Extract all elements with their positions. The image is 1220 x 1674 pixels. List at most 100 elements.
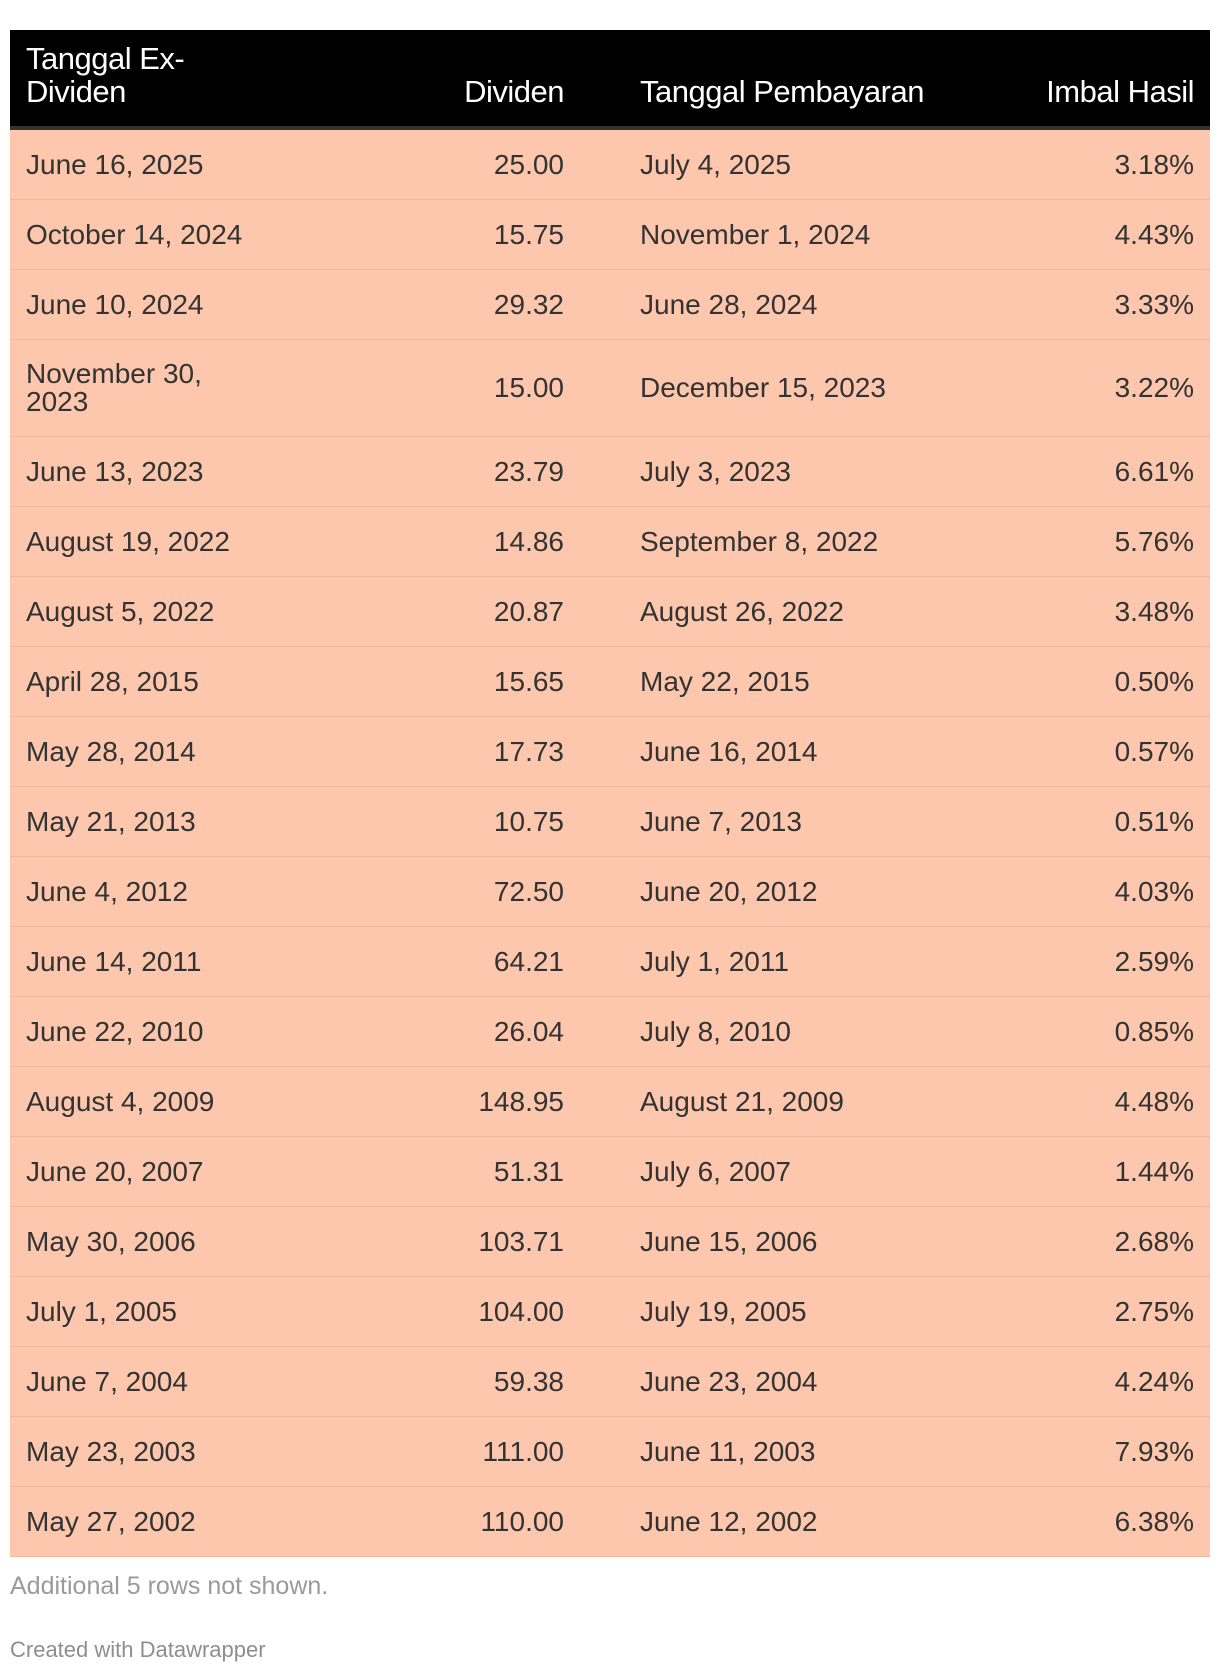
yield-cell: 4.03%	[990, 856, 1210, 927]
yield-cell: 4.43%	[990, 199, 1210, 270]
dividend-cell: 15.00	[420, 339, 580, 437]
ex-dividend-date-text: May 23, 2003	[26, 1435, 196, 1467]
table-row: June 22, 2010 26.04 July 8, 2010 0.85%	[10, 996, 1210, 1067]
yield-cell: 4.48%	[990, 1066, 1210, 1137]
ex-dividend-date-cell: June 7, 2004	[10, 1346, 420, 1417]
table-row: June 7, 2004 59.38 June 23, 2004 4.24%	[10, 1346, 1210, 1417]
ex-dividend-date-cell: June 22, 2010	[10, 996, 420, 1067]
ex-dividend-date-text: May 27, 2002	[26, 1505, 196, 1537]
header-ex-dividend-date-label: Tanggal Ex-Dividen	[26, 41, 185, 109]
dividend-cell: 14.86	[420, 506, 580, 577]
ex-dividend-date-text: October 14, 2024	[26, 218, 243, 250]
dividend-cell: 20.87	[420, 576, 580, 647]
header-payment-date-label: Tanggal Pembayaran	[640, 74, 924, 109]
dividend-cell: 26.04	[420, 996, 580, 1067]
header-yield-label: Imbal Hasil	[1046, 74, 1194, 109]
yield-cell: 6.38%	[990, 1486, 1210, 1557]
payment-date-cell: July 4, 2025	[580, 128, 990, 200]
payment-date-cell: July 8, 2010	[580, 996, 990, 1067]
dividend-cell: 10.75	[420, 786, 580, 857]
ex-dividend-date-cell: May 23, 2003	[10, 1416, 420, 1487]
ex-dividend-date-cell: May 28, 2014	[10, 716, 420, 787]
dividend-cell: 111.00	[420, 1416, 580, 1487]
ex-dividend-date-text: August 4, 2009	[26, 1085, 215, 1117]
ex-dividend-date-cell: June 10, 2024	[10, 269, 420, 340]
ex-dividend-date-text: November 30, 2023	[26, 358, 202, 417]
ex-dividend-date-text: August 19, 2022	[26, 525, 230, 557]
payment-date-cell: August 21, 2009	[580, 1066, 990, 1137]
ex-dividend-date-cell: August 5, 2022	[10, 576, 420, 647]
table-row: June 14, 2011 64.21 July 1, 2011 2.59%	[10, 926, 1210, 997]
table-row: May 28, 2014 17.73 June 16, 2014 0.57%	[10, 716, 1210, 787]
table-row: June 20, 2007 51.31 July 6, 2007 1.44%	[10, 1136, 1210, 1207]
dividend-cell: 103.71	[420, 1206, 580, 1277]
payment-date-cell: June 20, 2012	[580, 856, 990, 927]
header-ex-dividend-date[interactable]: Tanggal Ex-Dividen	[10, 30, 420, 130]
ex-dividend-date-cell: November 30, 2023	[10, 339, 420, 437]
yield-cell: 7.93%	[990, 1416, 1210, 1487]
payment-date-cell: July 19, 2005	[580, 1276, 990, 1347]
yield-cell: 4.24%	[990, 1346, 1210, 1417]
table-row: November 30, 2023 15.00 December 15, 2023 3…	[10, 339, 1210, 437]
table-row: June 13, 2023 23.79 July 3, 2023 6.61%	[10, 436, 1210, 507]
dividend-cell: 15.65	[420, 646, 580, 717]
dividend-table-container: Tanggal Ex-Dividen Dividen Tanggal Pemba…	[10, 30, 1210, 1557]
ex-dividend-date-text: June 22, 2010	[26, 1015, 204, 1047]
payment-date-cell: August 26, 2022	[580, 576, 990, 647]
table-row: October 14, 2024 15.75 November 1, 2024 4.4…	[10, 199, 1210, 270]
ex-dividend-date-cell: August 19, 2022	[10, 506, 420, 577]
yield-cell: 0.57%	[990, 716, 1210, 787]
ex-dividend-date-text: June 10, 2024	[26, 288, 204, 320]
yield-cell: 6.61%	[990, 436, 1210, 507]
dividend-cell: 51.31	[420, 1136, 580, 1207]
ex-dividend-date-cell: June 4, 2012	[10, 856, 420, 927]
ex-dividend-date-cell: April 28, 2015	[10, 646, 420, 717]
ex-dividend-date-cell: June 16, 2025	[10, 128, 420, 200]
table-row: June 4, 2012 72.50 June 20, 2012 4.03%	[10, 856, 1210, 927]
yield-cell: 0.51%	[990, 786, 1210, 857]
payment-date-cell: July 3, 2023	[580, 436, 990, 507]
dividend-table: Tanggal Ex-Dividen Dividen Tanggal Pemba…	[10, 30, 1210, 1557]
ex-dividend-date-text: June 20, 2007	[26, 1155, 204, 1187]
table-body: June 16, 2025 25.00 July 4, 2025 3.18% Octob…	[10, 128, 1210, 1557]
yield-cell: 2.68%	[990, 1206, 1210, 1277]
table-row: July 1, 2005 104.00 July 19, 2005 2.75%	[10, 1276, 1210, 1347]
ex-dividend-date-cell: August 4, 2009	[10, 1066, 420, 1137]
payment-date-cell: May 22, 2015	[580, 646, 990, 717]
header-yield[interactable]: Imbal Hasil	[990, 30, 1210, 130]
yield-cell: 3.33%	[990, 269, 1210, 340]
payment-date-cell: December 15, 2023	[580, 339, 990, 437]
payment-date-cell: June 11, 2003	[580, 1416, 990, 1487]
ex-dividend-date-text: June 16, 2025	[26, 148, 204, 180]
payment-date-cell: July 6, 2007	[580, 1136, 990, 1207]
ex-dividend-date-text: May 30, 2006	[26, 1225, 196, 1257]
payment-date-cell: June 15, 2006	[580, 1206, 990, 1277]
dividend-cell: 110.00	[420, 1486, 580, 1557]
dividend-cell: 72.50	[420, 856, 580, 927]
ex-dividend-date-cell: July 1, 2005	[10, 1276, 420, 1347]
table-row: June 16, 2025 25.00 July 4, 2025 3.18%	[10, 128, 1210, 200]
ex-dividend-date-text: June 7, 2004	[26, 1365, 188, 1397]
ex-dividend-date-cell: May 27, 2002	[10, 1486, 420, 1557]
ex-dividend-date-cell: June 20, 2007	[10, 1136, 420, 1207]
header-payment-date[interactable]: Tanggal Pembayaran	[580, 30, 990, 130]
dividend-cell: 148.95	[420, 1066, 580, 1137]
header-dividend[interactable]: Dividen	[420, 30, 580, 130]
payment-date-cell: June 16, 2014	[580, 716, 990, 787]
ex-dividend-date-text: July 1, 2005	[26, 1295, 177, 1327]
dividend-cell: 64.21	[420, 926, 580, 997]
dividend-cell: 29.32	[420, 269, 580, 340]
payment-date-cell: June 28, 2024	[580, 269, 990, 340]
datawrapper-credit: Created with Datawrapper	[10, 1637, 266, 1662]
ex-dividend-date-text: May 21, 2013	[26, 805, 196, 837]
table-row: August 4, 2009 148.95 August 21, 2009 4.48%	[10, 1066, 1210, 1137]
ex-dividend-date-text: June 14, 2011	[26, 945, 202, 977]
ex-dividend-date-cell: June 13, 2023	[10, 436, 420, 507]
payment-date-cell: June 23, 2004	[580, 1346, 990, 1417]
table-row: May 21, 2013 10.75 June 7, 2013 0.51%	[10, 786, 1210, 857]
yield-cell: 0.50%	[990, 646, 1210, 717]
ex-dividend-date-cell: May 30, 2006	[10, 1206, 420, 1277]
payment-date-cell: June 7, 2013	[580, 786, 990, 857]
table-row: May 23, 2003 111.00 June 11, 2003 7.93%	[10, 1416, 1210, 1487]
table-row: August 19, 2022 14.86 September 8, 2022 5.7…	[10, 506, 1210, 577]
